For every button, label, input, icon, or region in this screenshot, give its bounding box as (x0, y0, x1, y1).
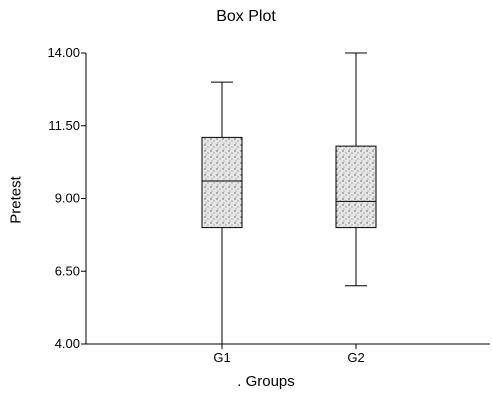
x-axis-label: . Groups (237, 373, 295, 390)
y-tick-label: 14.00 (47, 45, 80, 60)
y-tick-label: 11.50 (48, 118, 80, 133)
box-G2 (335, 52, 377, 287)
x-tick-label: G2 (347, 350, 364, 365)
chart-title: Box Plot (216, 8, 276, 25)
box-G1 (201, 81, 243, 344)
x-tick-label: G1 (213, 350, 230, 365)
iqr-box (201, 136, 243, 229)
y-tick-label: 9.00 (55, 191, 80, 206)
y-tick-label: 6.50 (55, 263, 80, 278)
y-tick-label: 4.00 (55, 336, 80, 351)
iqr-box (335, 145, 377, 229)
